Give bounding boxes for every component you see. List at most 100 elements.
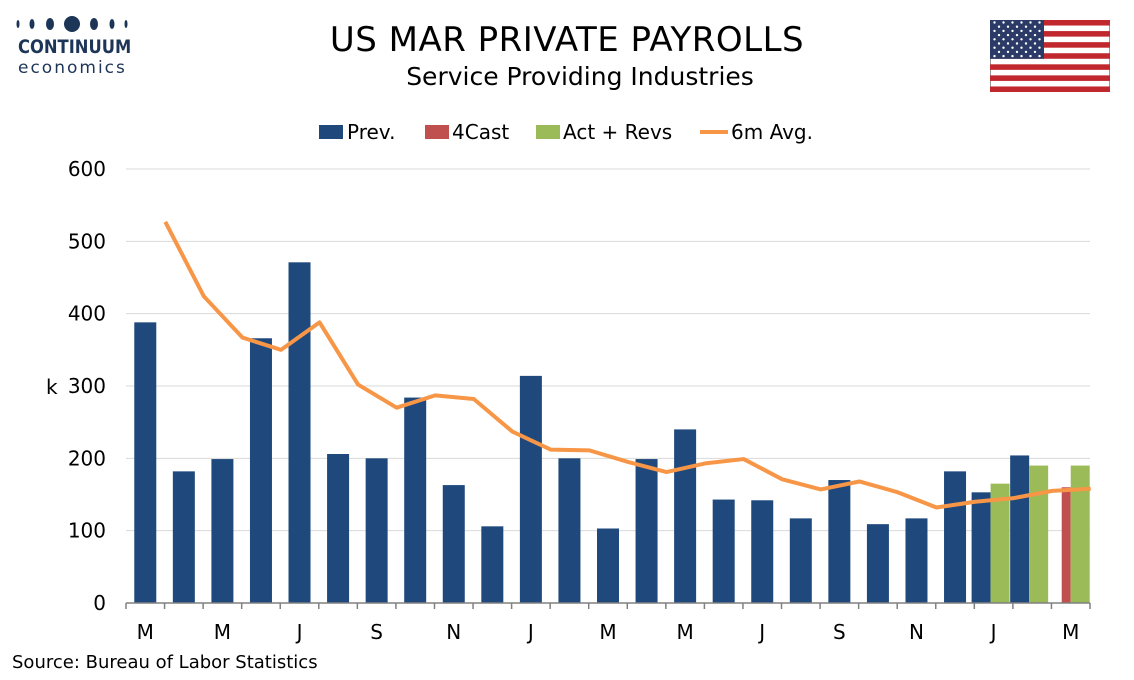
x-tick-label: M	[214, 620, 231, 644]
flag-star-icon	[1015, 25, 1019, 28]
x-tick-label: M	[599, 620, 616, 644]
legend-label-actual: Act + Revs	[563, 120, 672, 144]
y-tick-label: 200	[68, 446, 106, 470]
chart-title: US MAR PRIVATE PAYROLLS	[329, 20, 805, 60]
flag-star-icon	[1011, 38, 1014, 41]
flag-star-icon	[1006, 25, 1010, 28]
flag-star-icon	[1011, 29, 1014, 33]
flag-star-icon	[1029, 46, 1032, 49]
legend: Prev. 4Cast Act + Revs 6m Avg.	[319, 120, 813, 144]
flag-star-icon	[1033, 42, 1037, 45]
flag-star-icon	[997, 42, 1001, 45]
y-tick-label: 500	[68, 229, 106, 253]
gridlines	[126, 168, 1090, 532]
bar-prev	[134, 322, 157, 603]
legend-label-avg: 6m Avg.	[731, 120, 813, 144]
logo-subname: economics	[18, 58, 127, 78]
avg-line	[163, 220, 1091, 510]
bar-actual	[1029, 465, 1049, 603]
flag-star-icon	[993, 46, 996, 49]
flag-star-icon	[1002, 29, 1005, 33]
flag-star-icon	[1011, 54, 1014, 58]
flag-star-icon	[997, 33, 1001, 37]
flag-star-icon	[1038, 38, 1041, 41]
flag-star-icon	[993, 21, 996, 24]
y-tick-label: 100	[68, 519, 106, 543]
y-tick-label: 0	[93, 591, 106, 615]
flag-star-icon	[1020, 29, 1023, 33]
legend-label-prev: Prev.	[347, 120, 395, 144]
y-axis-ticks: 0 100 200 300 400 500 600	[68, 157, 106, 615]
bar-prev	[172, 471, 195, 603]
bar-prev	[365, 458, 388, 603]
flag-star-icon	[993, 54, 996, 58]
flag-star-icon	[1024, 50, 1028, 54]
bar-prev	[597, 528, 619, 603]
flag-star-icon	[1038, 54, 1041, 58]
x-tick-label: J	[989, 620, 997, 644]
bar-prev	[249, 338, 272, 603]
y-tick-label: 300	[68, 374, 106, 398]
bar-prev	[288, 262, 311, 603]
y-axis-label: k	[46, 375, 58, 399]
chart-subtitle: Service Providing Industries	[406, 62, 754, 91]
logo-name: CONTINUUM	[18, 36, 132, 58]
bar-prev	[211, 459, 234, 603]
legend-swatch-forecast	[425, 125, 449, 139]
bar-prev	[944, 471, 967, 603]
flag-star-icon	[1015, 33, 1019, 37]
bar-prev	[519, 375, 542, 603]
x-axis	[125, 602, 1091, 609]
bar-prev	[442, 485, 465, 603]
flag-star-icon	[1002, 38, 1005, 41]
bar-prev	[828, 480, 851, 603]
x-tick-label: N	[909, 620, 924, 644]
bar-prev	[558, 458, 581, 603]
flag-star-icon	[1002, 46, 1005, 49]
six-month-average-line	[163, 220, 1091, 510]
x-tick-label: J	[526, 620, 534, 644]
bar-prev	[971, 492, 991, 603]
flag-star-icon	[1038, 46, 1041, 49]
bar-prev	[866, 524, 889, 603]
bar-forecast	[1061, 487, 1071, 603]
bar-actual	[990, 483, 1010, 603]
x-tick-label: J	[295, 620, 303, 644]
y-tick-label: 600	[68, 157, 106, 181]
bar-prev	[712, 499, 735, 603]
bars	[134, 262, 1090, 603]
flag-star-icon	[1015, 42, 1019, 45]
x-tick-label: M	[137, 620, 154, 644]
x-tick-label: M	[1062, 620, 1079, 644]
flag-star-icon	[1033, 33, 1037, 37]
flag-star-icon	[1002, 21, 1005, 24]
flag-star-icon	[1011, 21, 1014, 24]
source-note: Source: Bureau of Labor Statistics	[12, 652, 318, 673]
bar-prev	[481, 526, 504, 603]
us-flag-icon	[990, 20, 1110, 92]
legend-swatch-prev	[319, 125, 343, 139]
bar-actual	[1070, 465, 1090, 603]
bar-prev	[674, 429, 697, 603]
legend-swatch-actual	[536, 125, 560, 139]
flag-star-icon	[1033, 25, 1037, 28]
flag-star-icon	[1006, 42, 1010, 45]
flag-star-icon	[1024, 33, 1028, 37]
bar-prev	[404, 397, 427, 603]
x-tick-label: N	[446, 620, 461, 644]
flag-star-icon	[1006, 33, 1010, 37]
x-tick-label: S	[370, 620, 383, 644]
flag-star-icon	[1029, 21, 1032, 24]
flag-star-icon	[1020, 54, 1023, 58]
x-tick-label: S	[833, 620, 846, 644]
flag-star-icon	[1020, 21, 1023, 24]
logo-dots-icon	[16, 16, 128, 32]
flag-star-icon	[1038, 21, 1041, 24]
flag-star-icon	[1029, 38, 1032, 41]
bar-prev	[635, 459, 658, 603]
flag-star-icon	[1033, 50, 1037, 54]
legend-label-forecast: 4Cast	[452, 120, 509, 144]
bar-prev	[1010, 455, 1030, 603]
